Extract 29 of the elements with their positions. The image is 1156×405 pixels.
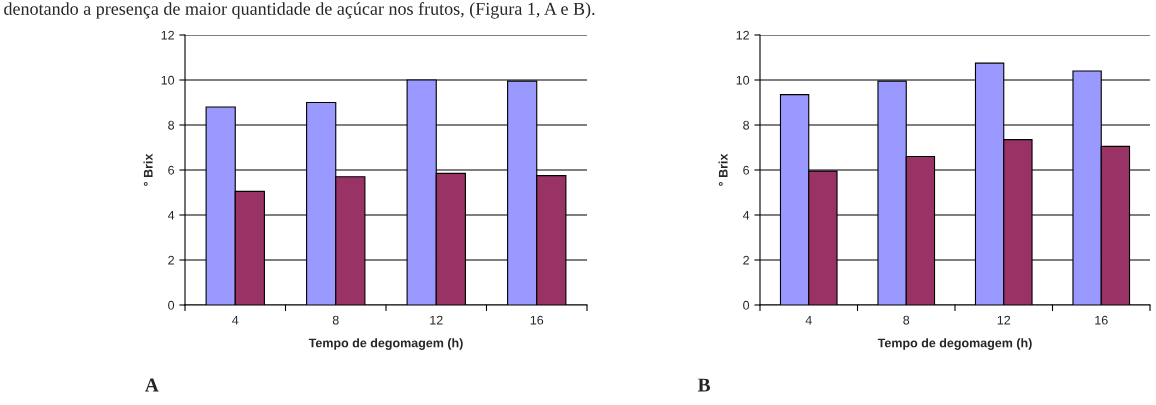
- y-tick-label: 2: [168, 255, 174, 265]
- x-tick-label: 8: [903, 315, 910, 325]
- y-tick-label: 8: [168, 120, 175, 130]
- x-axis-title: Tempo de degomagem (h): [877, 338, 1032, 350]
- y-tick-label: 0: [743, 300, 750, 310]
- x-tick-label: 16: [1095, 315, 1108, 325]
- y-tick-label: 4: [742, 210, 750, 220]
- y-tick-label: 0: [168, 300, 175, 310]
- y-tick-label: 4: [167, 210, 175, 220]
- y-tick-label: 12: [161, 30, 174, 40]
- x-tick-label: 12: [430, 315, 443, 325]
- x-tick-label: 12: [997, 315, 1011, 325]
- y-tick-label: 2: [743, 255, 749, 265]
- y-tick-label: 10: [161, 75, 175, 85]
- x-tick-label: 4: [805, 315, 812, 325]
- text: denotando a presença de maior quantidade de açúcar nos frutos, (Figura 1, A e B).: [4, 2, 595, 19]
- y-tick-label: 6: [743, 165, 750, 175]
- text: A: [144, 378, 159, 392]
- y-axis-title: ° Brix: [718, 153, 728, 186]
- y-tick-label: 8: [743, 120, 750, 130]
- y-tick-label: 6: [168, 165, 175, 175]
- y-tick-label: 10: [736, 75, 750, 85]
- x-tick-label: 16: [530, 315, 544, 325]
- y-axis-title: ° Brix: [143, 153, 153, 186]
- y-tick-label: 12: [736, 30, 749, 40]
- x-tick-label: 8: [332, 315, 339, 325]
- x-axis-title: Tempo de degomagem (h): [308, 338, 463, 350]
- text: B: [697, 378, 711, 392]
- x-tick-label: 4: [232, 315, 239, 325]
